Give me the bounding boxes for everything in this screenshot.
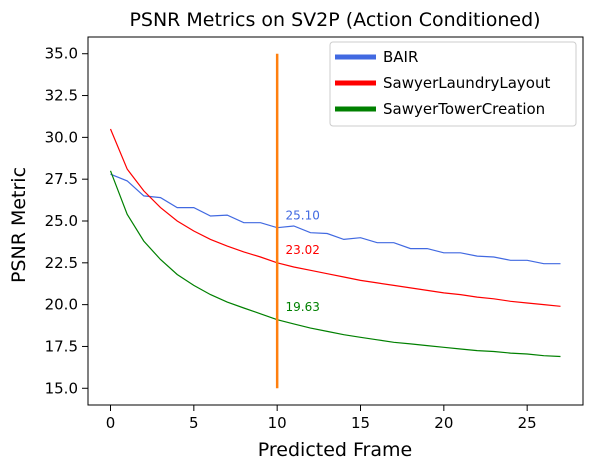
x-tick-label-2: 5 <box>189 414 199 432</box>
y-tick-label-3: 20.0 <box>45 296 78 314</box>
y-tick-label-7: 30.0 <box>45 128 78 146</box>
series-line-3 <box>109 170 561 358</box>
y-tick-label-1: 15.0 <box>45 379 78 397</box>
y-tick-label-9: 35.0 <box>45 45 78 63</box>
y-tick-label-6: 27.5 <box>45 170 78 188</box>
series-line-1 <box>110 173 561 265</box>
y-tick-label-4: 22.5 <box>45 254 78 272</box>
value-annotation-1: 25.10 <box>286 208 320 222</box>
legend: BAIR SawyerLaundryLayout SawyerTowerCreati… <box>329 41 577 127</box>
x-tick-label-3: 10 <box>268 414 287 432</box>
y-tick-label-2: 17.5 <box>45 337 78 355</box>
legend-label-2: SawyerLaundryLayout <box>383 74 550 92</box>
legend-box <box>329 41 577 127</box>
legend-label-1: BAIR <box>383 48 418 66</box>
x-tick-label-1: 0 <box>106 414 116 432</box>
y-tick-label-5: 25.0 <box>45 212 78 230</box>
plot-area: 25.10 23.02 19.63 <box>109 53 561 389</box>
series-line-2 <box>109 128 561 307</box>
x-tick-label-4: 15 <box>351 414 370 432</box>
y-axis-label: PSNR Metric <box>8 167 30 283</box>
value-annotation-2: 23.02 <box>286 243 320 257</box>
x-tick-label-5: 20 <box>434 414 453 432</box>
x-axis-label: Predicted Frame <box>258 439 412 461</box>
chart-title: PSNR Metrics on SV2P (Action Conditioned… <box>129 9 540 31</box>
value-annotation-3: 19.63 <box>286 300 320 314</box>
axes: 0 5 10 15 20 25 15.0 17.5 20.0 22.5 25.0 27.5 30.0 32… <box>45 36 584 432</box>
legend-label-3: SawyerTowerCreation <box>383 100 545 118</box>
y-tick-label-8: 32.5 <box>45 87 78 105</box>
x-tick-label-6: 25 <box>518 414 537 432</box>
